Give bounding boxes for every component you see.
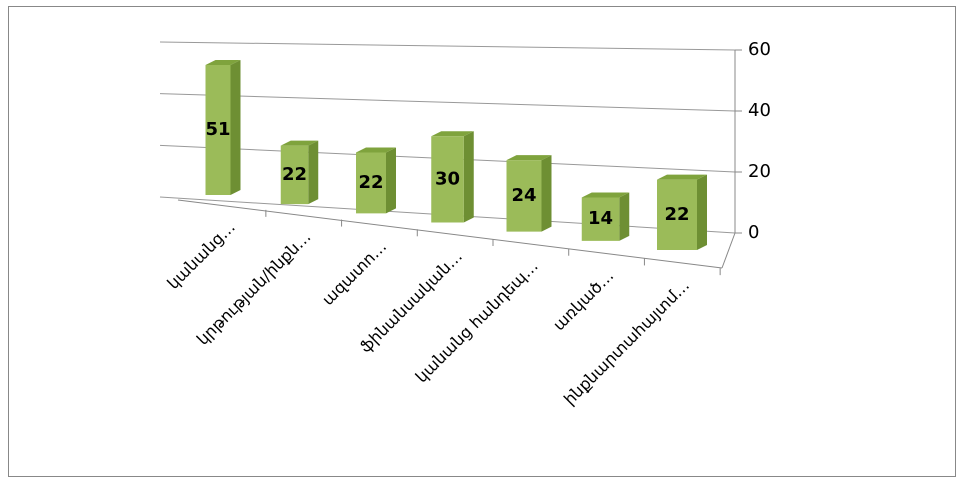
bar [205, 59, 241, 196]
bar-top [581, 192, 630, 198]
bar-top [657, 174, 707, 180]
bar-side [619, 192, 630, 241]
bar [356, 147, 396, 214]
bar-top [431, 131, 474, 137]
bar-side [697, 174, 707, 250]
bar-front [205, 64, 231, 195]
bar [581, 192, 630, 241]
floor-right [721, 232, 736, 269]
y-tick-label: 20 [748, 161, 771, 182]
bar-front [581, 197, 620, 241]
bar-side [386, 147, 396, 214]
bar-top [356, 147, 396, 153]
y-tick-label: 60 [748, 39, 771, 60]
data-label: 22 [664, 204, 689, 225]
bar-top [280, 140, 319, 146]
bar [280, 140, 319, 205]
grid-line [159, 41, 736, 51]
bar-top [205, 59, 241, 65]
bar-front [657, 179, 697, 250]
bar [431, 131, 474, 223]
data-label: 51 [205, 119, 230, 140]
data-label: 14 [588, 208, 613, 229]
bar-side [230, 59, 241, 196]
bar-front [356, 152, 386, 214]
bar-side [308, 140, 319, 205]
bar-front [280, 145, 309, 205]
data-label: 22 [282, 164, 307, 185]
data-label: 24 [511, 185, 536, 206]
y-tick-label: 40 [748, 100, 771, 121]
data-label: 22 [358, 172, 383, 193]
chart-frame [8, 6, 956, 477]
bar [657, 174, 707, 250]
bar-side [463, 131, 474, 223]
floor-front [177, 199, 723, 269]
bar [506, 155, 552, 232]
bar-side [541, 155, 552, 232]
grid-line [159, 93, 736, 112]
bar-front [506, 160, 542, 232]
bar-front [431, 136, 464, 223]
y-tick-label: 0 [748, 222, 759, 243]
data-label: 30 [435, 168, 460, 189]
bar-top [506, 155, 552, 161]
